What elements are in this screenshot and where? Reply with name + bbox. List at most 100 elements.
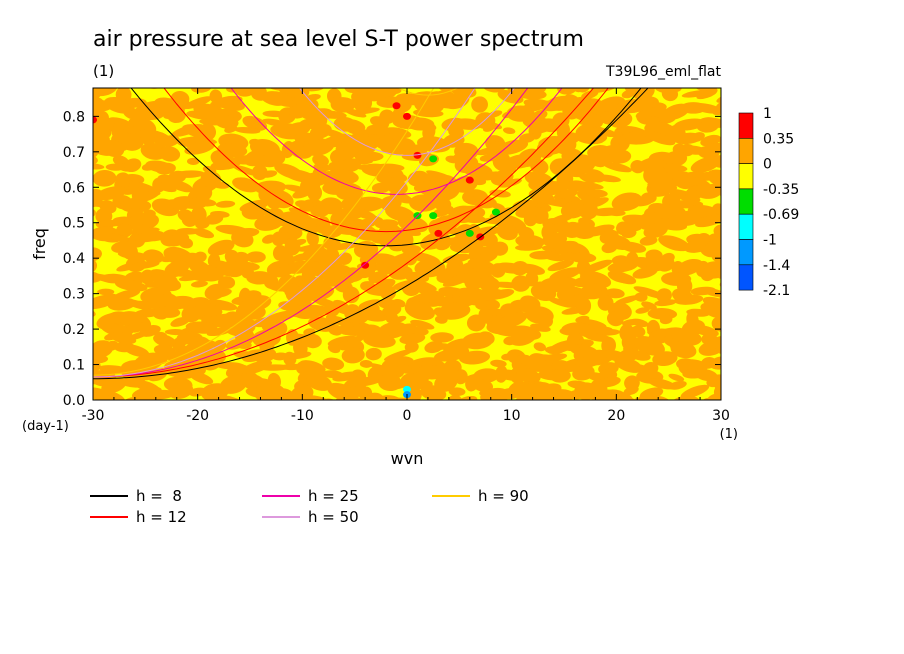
spectrum-patch <box>724 320 742 333</box>
spectrum-patch <box>351 196 385 212</box>
spectrum-patch <box>615 295 640 305</box>
y-tick-label: 0.6 <box>63 180 85 196</box>
spectrum-patch <box>540 251 565 262</box>
colorbar-swatch <box>738 163 754 190</box>
spectrum-patch <box>632 197 654 207</box>
spectrum-patch <box>286 122 311 136</box>
spectrum-patch <box>619 241 647 253</box>
spectrum-patch <box>159 135 180 147</box>
spectrum-patch <box>190 280 208 288</box>
spectrum-patch <box>596 328 621 336</box>
spectrum-patch <box>322 357 345 371</box>
spectrum-patch <box>414 259 446 278</box>
spectrum-patch <box>359 360 373 368</box>
spectrum-patch <box>656 256 675 272</box>
spectrum-patch <box>119 198 152 213</box>
spectrum-patch <box>342 286 360 304</box>
legend-label: h = 8 <box>136 487 182 505</box>
spectrum-patch <box>630 160 645 174</box>
spectrum-patch <box>516 368 541 384</box>
spectrum-patch <box>455 395 478 400</box>
spectrum-patch <box>664 150 688 167</box>
colorbar-swatch <box>738 138 754 164</box>
colorbar-label: -1.4 <box>763 258 790 274</box>
y-tick-label: 0.2 <box>63 322 85 338</box>
spectrum-patch <box>183 96 213 110</box>
legend-label: h = 25 <box>308 487 359 505</box>
legend-label: h = 12 <box>136 508 187 526</box>
spectrum-patch <box>662 103 690 121</box>
spectrum-patch <box>658 235 690 252</box>
spectrum-patch <box>348 107 380 115</box>
spectrum-patch <box>93 88 101 100</box>
spectrum-patch <box>367 90 397 102</box>
dispersion-curve-lower <box>93 88 595 378</box>
legend-label: h = 90 <box>478 487 529 505</box>
spectrum-patch <box>530 283 557 301</box>
spectrum-patch <box>632 256 665 272</box>
spectrum-patch <box>135 393 160 400</box>
spectrum-patch <box>186 157 200 165</box>
spectrum-patch <box>252 329 281 348</box>
spectrum-patch <box>582 357 608 368</box>
spectrum-patch <box>711 316 721 332</box>
spectrum-patch <box>124 158 142 173</box>
spectrum-patch <box>416 365 446 380</box>
spectrum-patch <box>267 195 283 210</box>
spectrum-patch <box>661 88 679 102</box>
colorbar-label: 0 <box>763 157 772 173</box>
dispersion-curve-lower <box>93 88 476 378</box>
spectrum-patch <box>413 108 444 118</box>
spectrum-patch <box>518 263 546 275</box>
spectrum-patch <box>530 323 551 332</box>
y-tick-label: 0.7 <box>63 145 85 161</box>
spectrum-patch <box>246 251 266 263</box>
colorbar-label: -1 <box>763 233 777 249</box>
spectrum-patch <box>502 127 516 135</box>
spectrum-patch <box>365 347 382 361</box>
spectrum-patch <box>310 205 329 218</box>
spectrum-patch <box>163 369 192 379</box>
spectrum-patch <box>257 390 279 400</box>
x-tick-label: 30 <box>712 408 730 424</box>
dispersion-curves <box>93 88 649 380</box>
spectrum-patch <box>93 169 117 187</box>
spectrum-patch <box>635 307 650 314</box>
spectrum-patch <box>644 131 676 146</box>
spectrum-patch <box>354 151 384 162</box>
spectrum-patch <box>514 88 547 100</box>
spectrum-patch <box>634 292 648 302</box>
x-axis-label: wvn <box>391 449 424 468</box>
spectrum-patch <box>389 315 407 324</box>
spectrum-spot <box>413 151 422 159</box>
spectrum-patch <box>483 124 496 132</box>
spectrum-patch <box>488 289 515 300</box>
spectrum-patch <box>144 234 165 242</box>
spectrum-patch <box>593 174 621 183</box>
spectrum-patch <box>95 389 125 400</box>
spectrum-patch <box>116 223 133 238</box>
spectrum-patch <box>579 202 599 220</box>
spectrum-patch <box>722 215 741 231</box>
colorbar-swatch <box>738 188 754 215</box>
spectrum-patch <box>442 253 471 264</box>
spectrum-patch <box>153 334 177 348</box>
spectrum-patch <box>613 272 637 285</box>
x-tick-label: 0 <box>403 408 412 424</box>
spectrum-patch <box>173 269 193 277</box>
spectrum-patch <box>705 393 721 400</box>
spectrum-patch <box>379 138 412 156</box>
spectrum-patch <box>712 105 721 116</box>
spectrum-patch <box>652 351 678 367</box>
spectrum-spot <box>392 102 401 110</box>
spectrum-patch <box>306 373 333 391</box>
spectrum-patch <box>284 237 301 256</box>
spectrum-patch <box>695 184 721 199</box>
spectrum-patch <box>724 159 740 176</box>
dispersion-curve-upper <box>230 88 563 195</box>
spectrum-patch <box>155 162 176 175</box>
spectrum-patch <box>511 275 531 292</box>
spectrum-patch <box>459 350 491 365</box>
spectrum-patch <box>611 192 643 212</box>
